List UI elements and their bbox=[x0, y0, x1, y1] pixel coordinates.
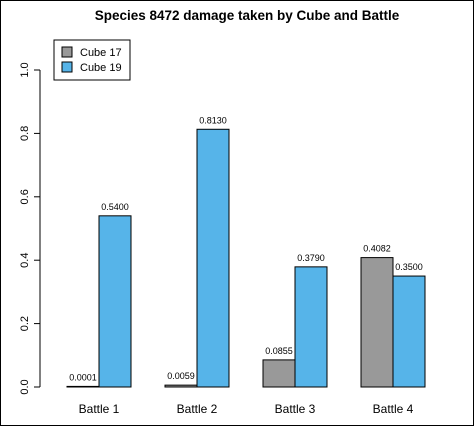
x-tick-label: Battle 2 bbox=[177, 402, 218, 416]
bar-value-label: 0.0001 bbox=[69, 372, 97, 382]
y-tick-label: 0.8 bbox=[19, 126, 31, 141]
bar-2-1 bbox=[98, 215, 132, 388]
x-tick-label: Battle 3 bbox=[275, 402, 316, 416]
x-tick-label: Battle 1 bbox=[79, 402, 120, 416]
value-labels-group: 0.0001 0.5400 0.0059 0.8130 0.0855 0.3790 0.40… bbox=[69, 115, 423, 382]
y-tick-label: 1.0 bbox=[19, 62, 31, 77]
bar-value-label: 0.5400 bbox=[101, 202, 129, 212]
bars-group bbox=[66, 128, 426, 388]
bar-value-label: 0.3790 bbox=[297, 253, 325, 263]
bar-value-label: 0.0059 bbox=[167, 371, 195, 381]
legend-box bbox=[53, 39, 131, 81]
y-tick-label: 0.0 bbox=[19, 379, 31, 394]
chart-title: Species 8472 damage taken by Cube and Ba… bbox=[95, 8, 400, 23]
bar-value-label: 0.3500 bbox=[395, 262, 423, 272]
y-tick-label: 0.6 bbox=[19, 189, 31, 204]
y-axis: 0.0 0.2 0.4 0.6 0.8 1.0 bbox=[19, 62, 41, 395]
legend-label: Cube 19 bbox=[80, 62, 122, 74]
y-tick-label: 0.2 bbox=[19, 316, 31, 331]
bar-value-label: 0.8130 bbox=[199, 115, 227, 125]
legend: Cube 17 Cube 19 bbox=[53, 39, 131, 81]
y-tick-label: 0.4 bbox=[19, 253, 31, 268]
bar-2-2 bbox=[196, 128, 230, 388]
legend-swatch bbox=[61, 61, 73, 73]
legend-swatch bbox=[61, 46, 73, 58]
legend-label: Cube 17 bbox=[80, 47, 122, 59]
bar-1-2 bbox=[164, 384, 198, 388]
x-tick-labels-group: Battle 1 Battle 2 Battle 3 Battle 4 bbox=[79, 402, 414, 416]
bar-2-3 bbox=[294, 266, 328, 388]
bar-1-3 bbox=[262, 359, 296, 388]
bar-2-4 bbox=[392, 275, 426, 388]
bar-1-1 bbox=[66, 385, 100, 388]
bar-value-label: 0.4082 bbox=[363, 244, 391, 254]
x-tick-label: Battle 4 bbox=[373, 402, 414, 416]
bar-1-4 bbox=[360, 257, 394, 388]
bar-value-label: 0.0855 bbox=[265, 346, 293, 356]
